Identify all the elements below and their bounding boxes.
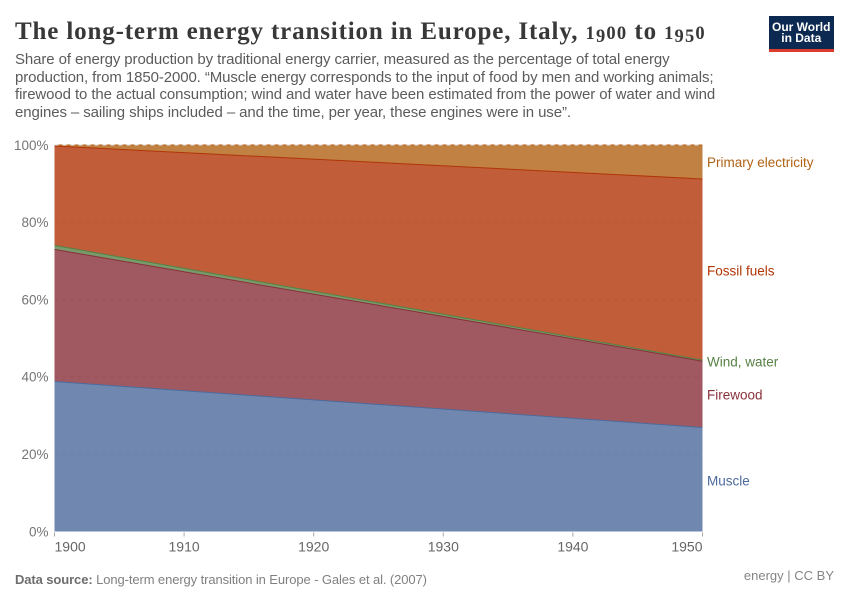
svg-text:40%: 40% xyxy=(21,370,48,385)
svg-text:100%: 100% xyxy=(14,138,49,153)
svg-text:20%: 20% xyxy=(21,447,48,462)
svg-text:60%: 60% xyxy=(21,292,48,307)
svg-text:1930: 1930 xyxy=(428,539,459,555)
svg-text:1940: 1940 xyxy=(557,539,588,555)
svg-text:Muscle: Muscle xyxy=(707,474,750,489)
svg-text:1950: 1950 xyxy=(671,539,702,555)
svg-text:Primary electricity: Primary electricity xyxy=(707,155,814,170)
svg-text:Fossil fuels: Fossil fuels xyxy=(707,264,775,279)
svg-text:1910: 1910 xyxy=(169,539,200,555)
svg-text:1900: 1900 xyxy=(55,539,86,555)
svg-text:0%: 0% xyxy=(29,524,49,539)
svg-text:Firewood: Firewood xyxy=(707,388,763,403)
svg-text:Wind, water: Wind, water xyxy=(707,355,779,370)
svg-text:1920: 1920 xyxy=(298,539,329,555)
svg-text:80%: 80% xyxy=(21,215,48,230)
